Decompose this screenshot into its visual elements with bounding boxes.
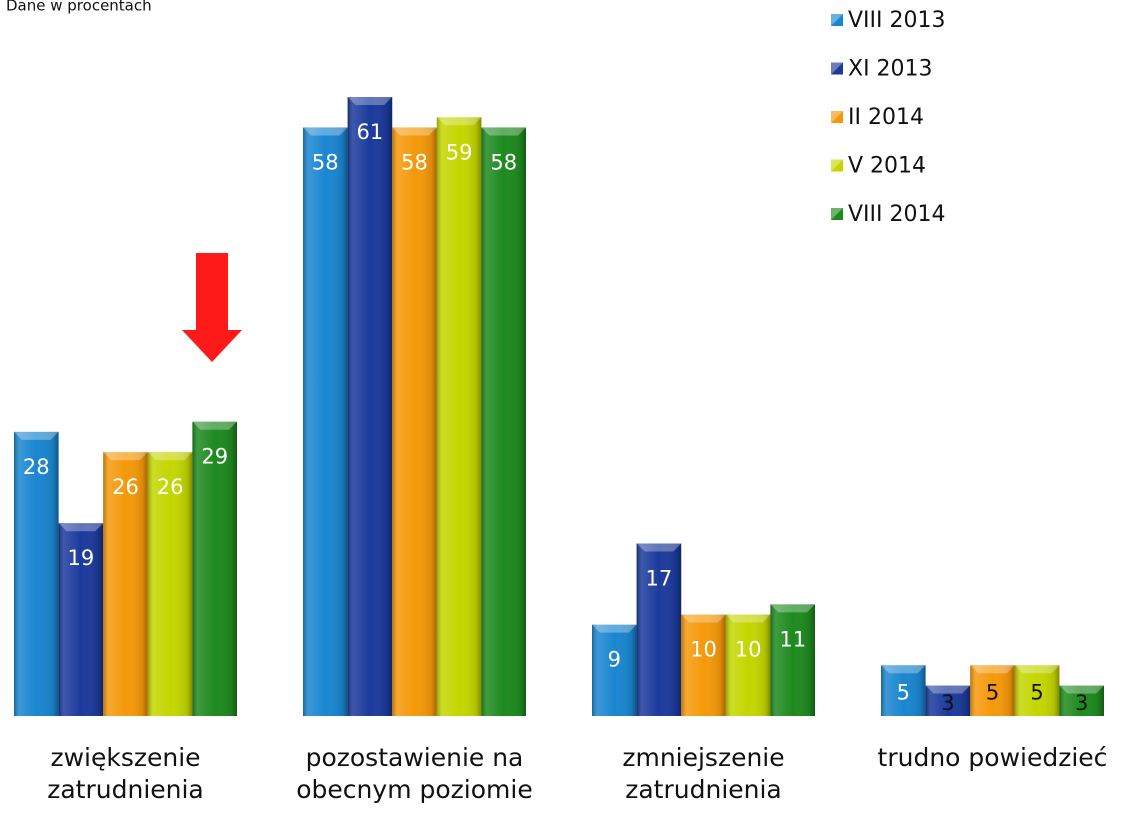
- legend-swatch: [831, 14, 843, 26]
- bar-bevel: [725, 614, 771, 623]
- arrow: [182, 253, 242, 362]
- category-label: zwiększenie zatrudnienia: [47, 743, 204, 804]
- bar-shade: [1059, 685, 1104, 716]
- legend-swatch-bevel: [831, 159, 843, 172]
- bar-shade: [881, 665, 926, 716]
- value-label: 58: [490, 150, 517, 174]
- bar-shade: [392, 127, 437, 716]
- bar-bevel: [1059, 685, 1104, 694]
- bar-shade: [103, 452, 148, 716]
- value-label: 9: [608, 648, 621, 672]
- bar-bevel: [303, 127, 348, 136]
- legend-swatch: [831, 159, 843, 172]
- bar-shade: [770, 604, 815, 716]
- value-label: 5: [1030, 681, 1043, 705]
- legend-swatch: [831, 62, 843, 75]
- bar-shade: [192, 421, 237, 716]
- value-label: 5: [986, 681, 999, 705]
- legend-swatch: [831, 111, 843, 123]
- legend-swatch: [831, 208, 843, 220]
- legend-swatch-bevel: [831, 111, 843, 123]
- bar-bevel: [592, 624, 637, 633]
- bar-shade: [14, 431, 59, 716]
- legend-label: V 2014: [848, 154, 926, 179]
- bar-shade: [436, 117, 482, 716]
- bar-shade: [681, 614, 726, 716]
- bar-bevel: [636, 543, 682, 552]
- bar-bevel: [970, 665, 1015, 674]
- category-label: trudno powiedzieć: [877, 743, 1108, 772]
- value-label: 58: [312, 150, 339, 174]
- value-label: 29: [201, 445, 228, 469]
- bar-bevel: [192, 421, 237, 430]
- bar-shade: [592, 624, 637, 716]
- bar-shade: [481, 127, 526, 716]
- bar-bevel: [481, 127, 526, 136]
- subtitle: Dane w procentach: [6, 0, 152, 15]
- legend-swatch-bevel: [831, 208, 843, 220]
- bar-bevel: [147, 452, 193, 461]
- value-label: 11: [779, 627, 806, 651]
- legend-swatch-bevel: [831, 14, 843, 26]
- value-label: 3: [1075, 691, 1088, 715]
- bar-bevel: [14, 431, 59, 440]
- value-label: 19: [68, 546, 95, 570]
- value-label: 26: [112, 475, 139, 499]
- legend-swatch-bevel: [831, 62, 843, 75]
- value-label: 17: [646, 566, 673, 590]
- value-label: 61: [357, 120, 384, 144]
- value-label: 28: [23, 455, 50, 479]
- category-label: pozostawienie na obecnym poziomie: [296, 743, 533, 804]
- bar-shade: [1014, 665, 1060, 716]
- value-label: 58: [401, 150, 428, 174]
- bar-bevel: [925, 685, 971, 694]
- bar-shade: [303, 127, 348, 716]
- value-label: 10: [735, 638, 762, 662]
- value-label: 59: [446, 140, 473, 164]
- legend-label: VIII 2014: [848, 202, 946, 227]
- legend-label: II 2014: [848, 105, 924, 130]
- value-label: 26: [157, 475, 184, 499]
- bar-shade: [725, 614, 771, 716]
- value-label: 3: [941, 691, 954, 715]
- value-label: 5: [897, 681, 910, 705]
- bar-bevel: [103, 452, 148, 461]
- bar-shade: [147, 452, 193, 716]
- bar-bevel: [1014, 665, 1060, 674]
- bar-shade: [925, 685, 971, 716]
- bar-shade: [58, 523, 104, 716]
- bar-bevel: [681, 614, 726, 623]
- bar-shade: [970, 665, 1015, 716]
- bar-bevel: [58, 523, 104, 532]
- category-label: zmniejszenie zatrudnienia: [622, 743, 785, 804]
- legend-label: VIII 2013: [848, 8, 946, 33]
- bar-bevel: [392, 127, 437, 136]
- bar-bevel: [770, 604, 815, 613]
- legend-label: XI 2013: [848, 57, 933, 82]
- bar-bevel: [436, 117, 482, 126]
- bar-bevel: [347, 97, 393, 105]
- bar-bevel: [881, 665, 926, 674]
- bar-shade: [636, 543, 682, 716]
- value-label: 10: [690, 638, 717, 662]
- bar-shade: [347, 97, 393, 716]
